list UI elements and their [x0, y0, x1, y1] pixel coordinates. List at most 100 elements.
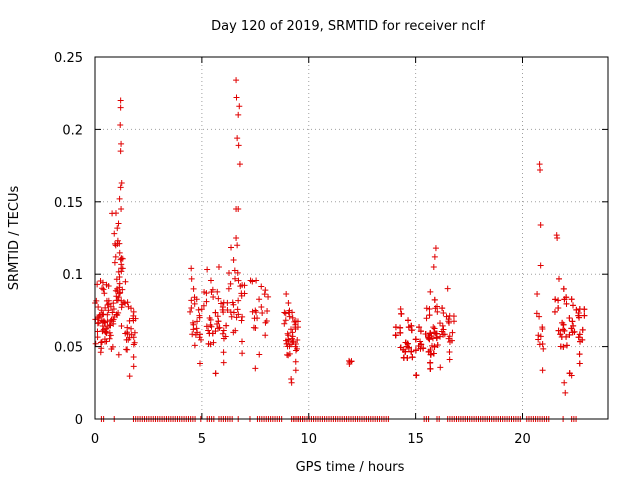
data-point — [232, 275, 239, 282]
data-point — [562, 389, 569, 396]
data-point — [220, 309, 227, 316]
data-point — [219, 330, 226, 337]
data-point — [118, 179, 125, 186]
data-point — [205, 327, 212, 334]
data-point — [537, 262, 544, 269]
data-point — [434, 308, 441, 315]
data-point — [555, 297, 562, 304]
data-point — [554, 235, 561, 241]
x-tick-label: 0 — [91, 432, 99, 447]
data-point — [262, 287, 269, 294]
data-point — [224, 299, 231, 306]
data-point — [207, 277, 214, 284]
data-point — [392, 324, 399, 331]
data-point — [219, 304, 226, 311]
data-point — [234, 306, 241, 313]
data-point — [188, 297, 195, 304]
data-point — [539, 367, 546, 374]
data-point — [437, 333, 444, 340]
data-point — [261, 291, 268, 298]
data-point — [188, 265, 195, 272]
data-point — [106, 322, 113, 329]
data-point — [413, 372, 420, 379]
data-point — [106, 329, 113, 336]
data-point — [534, 291, 541, 298]
data-point — [111, 230, 118, 237]
data-point — [100, 286, 107, 293]
data-point — [103, 281, 110, 288]
data-point — [253, 309, 260, 316]
data-point — [212, 370, 219, 377]
data-point — [281, 309, 288, 316]
data-point — [576, 360, 583, 367]
data-point — [125, 303, 132, 310]
data-point — [232, 327, 239, 334]
data-point — [440, 310, 447, 317]
data-point — [420, 345, 427, 352]
data-point — [282, 310, 289, 317]
data-point — [105, 297, 112, 304]
data-point — [117, 97, 124, 104]
data-point — [432, 245, 439, 252]
data-point — [576, 314, 583, 321]
data-point — [563, 300, 570, 307]
data-point — [115, 268, 122, 275]
data-point — [258, 283, 265, 290]
data-point — [216, 324, 223, 331]
data-point — [450, 313, 457, 320]
data-point — [225, 270, 232, 277]
data-point — [286, 313, 293, 320]
data-point — [575, 334, 582, 341]
data-point — [205, 340, 212, 347]
data-point — [187, 308, 194, 315]
data-point — [579, 336, 586, 343]
data-point — [576, 351, 583, 358]
data-point — [392, 332, 399, 339]
data-point — [196, 360, 203, 367]
data-point — [94, 320, 101, 327]
data-point — [215, 263, 222, 270]
data-point — [427, 365, 434, 372]
data-point — [439, 322, 446, 329]
data-point — [285, 300, 292, 307]
data-point — [235, 311, 242, 318]
data-point — [445, 335, 452, 342]
data-point — [254, 315, 261, 322]
chart-title: Day 120 of 2019, SRMTID for receiver ncl… — [211, 19, 485, 34]
data-point — [252, 365, 259, 372]
data-point — [560, 285, 567, 292]
data-point — [400, 346, 407, 353]
data-point — [93, 297, 100, 304]
data-point — [193, 296, 200, 303]
data-point — [346, 360, 353, 367]
grid-lines — [95, 57, 608, 419]
data-point — [220, 327, 227, 334]
data-point — [98, 307, 105, 314]
data-point — [107, 303, 114, 310]
data-point — [555, 305, 562, 312]
data-point — [417, 328, 424, 335]
data-point — [220, 335, 227, 342]
data-point — [116, 240, 123, 247]
data-point — [105, 307, 112, 314]
data-point — [120, 299, 127, 306]
data-point — [228, 244, 235, 251]
data-point — [198, 306, 205, 313]
data-point — [416, 324, 423, 331]
data-point — [114, 297, 121, 304]
data-point — [94, 315, 101, 322]
data-point — [97, 349, 104, 356]
data-point — [238, 338, 245, 345]
data-point — [130, 341, 137, 348]
data-point — [118, 261, 125, 268]
data-point — [117, 184, 124, 191]
data-point — [235, 297, 242, 304]
data-point — [412, 347, 419, 354]
data-point — [220, 359, 227, 366]
data-point — [203, 298, 210, 305]
data-point — [409, 354, 416, 361]
data-point — [195, 306, 202, 313]
data-point — [207, 316, 214, 323]
y-tick-label: 0.2 — [62, 123, 83, 138]
data-point — [568, 296, 575, 303]
